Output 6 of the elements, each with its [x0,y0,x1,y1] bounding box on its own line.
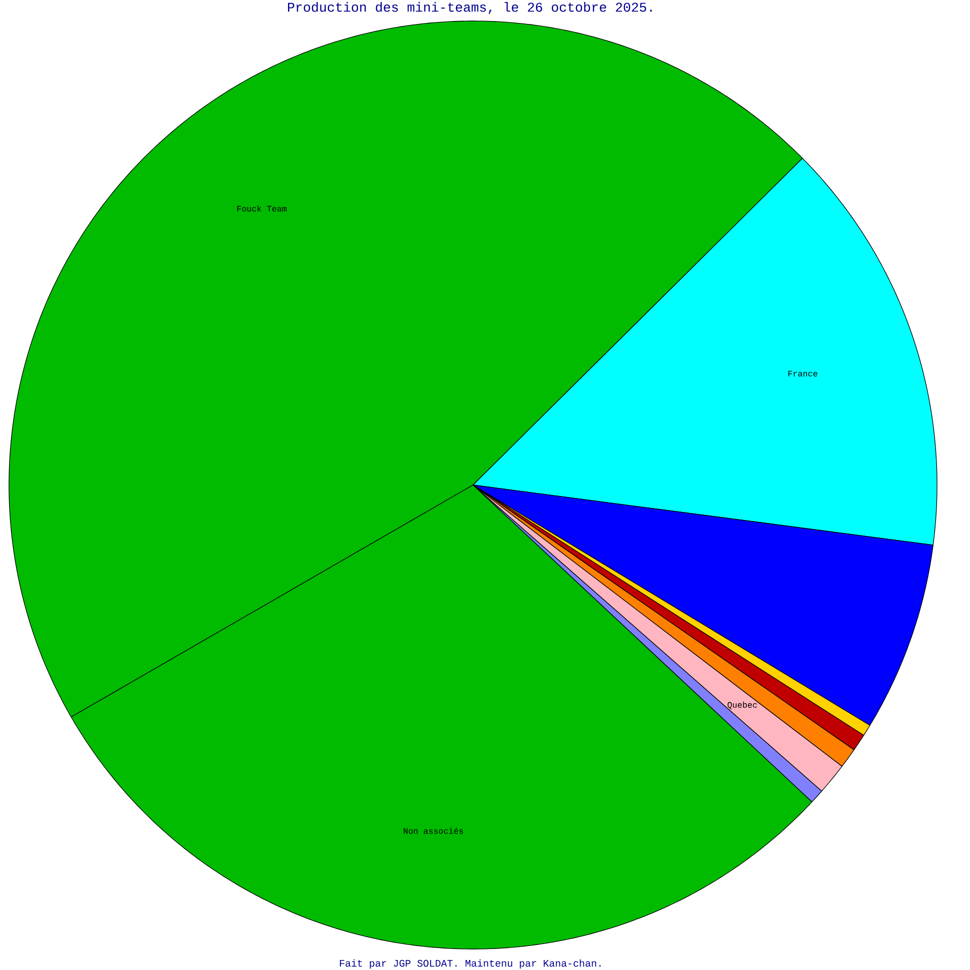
slice-label: France [788,370,818,376]
chart-title: Production des mini-teams, le 26 octobre 2025. [288,2,652,14]
slice-label: Fouck Team [237,205,287,212]
text: Fait par JGP SOLDAT. Maintenu par Kana-chan. [340,959,601,969]
slice-label: Non associés [404,828,463,834]
slice-label: Quebec [728,702,757,710]
